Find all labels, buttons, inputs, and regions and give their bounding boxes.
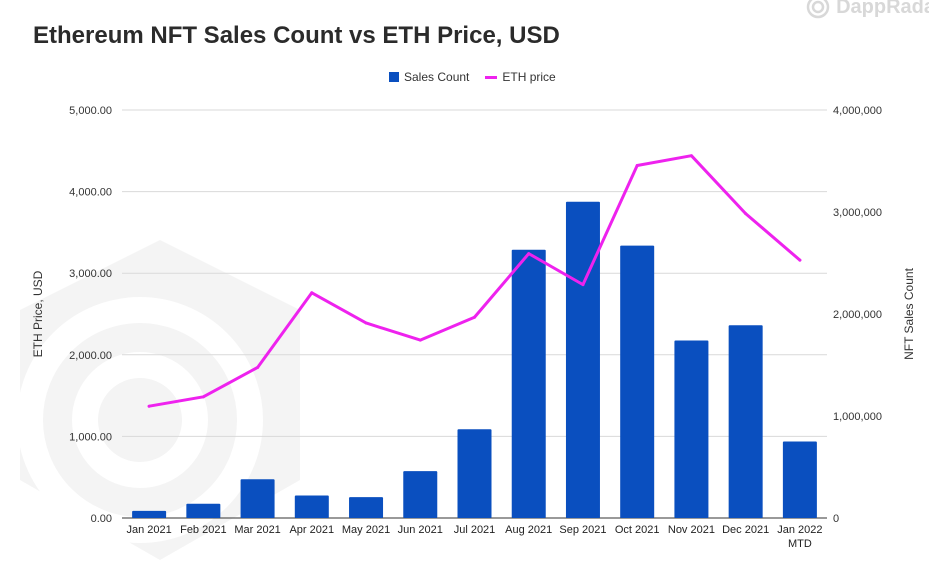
- x-tick-label: Feb 2021: [180, 524, 226, 536]
- eth-price-point-jun-2021: [418, 338, 422, 342]
- eth-price-point-jan-2021: [147, 404, 151, 408]
- right-tick-label: 3,000,000: [833, 207, 882, 219]
- eth-price-point-feb-2021: [201, 395, 205, 399]
- x-tick-label: MTD: [788, 538, 812, 550]
- bar-sep-2021: [565, 201, 600, 519]
- eth-price-point-dec-2021: [744, 212, 748, 216]
- x-tick-label: Sep 2021: [559, 524, 606, 536]
- legend-label-eth-price: ETH price: [502, 70, 556, 84]
- eth-price-point-nov-2021: [689, 154, 693, 158]
- right-tick-label: 2,000,000: [833, 309, 882, 321]
- bar-aug-2021: [511, 249, 546, 519]
- left-tick-label: 2,000.00: [69, 350, 112, 362]
- right-tick-label: 1,000,000: [833, 411, 882, 423]
- dappradar-logo-icon: [806, 0, 830, 19]
- left-tick-label: 5,000.00: [69, 105, 112, 117]
- left-tick-label: 3,000.00: [69, 268, 112, 280]
- left-tick-label: 4,000.00: [69, 187, 112, 199]
- eth-price-point-apr-2021: [310, 291, 314, 295]
- bar-apr-2021: [294, 495, 329, 518]
- eth-price-point-aug-2021: [527, 252, 531, 256]
- x-tick-label: Jul 2021: [454, 524, 496, 536]
- bar-mar-2021: [240, 479, 275, 518]
- eth-price-point-sep-2021: [581, 283, 585, 287]
- eth-price-point-oct-2021: [635, 163, 639, 167]
- bar-oct-2021: [620, 245, 655, 518]
- eth-price-point-mar-2021: [256, 365, 260, 369]
- right-tick-label: 4,000,000: [833, 105, 882, 117]
- chart-legend: Sales Count ETH price: [389, 70, 564, 84]
- x-tick-label: Mar 2021: [234, 524, 280, 536]
- eth-price-point-jul-2021: [473, 315, 476, 319]
- bar-jan-2021: [132, 510, 167, 518]
- left-tick-label: 0.00: [91, 513, 112, 525]
- bar-nov-2021: [674, 340, 709, 518]
- legend-swatch-eth-price: [485, 75, 498, 79]
- x-tick-label: Jun 2021: [398, 524, 443, 536]
- brand-name: DappRada: [836, 0, 929, 18]
- brand-logo: DappRada: [806, 0, 929, 19]
- bar-may-2021: [349, 497, 384, 518]
- bar-feb-2021: [186, 503, 221, 518]
- bar-jul-2021: [457, 429, 492, 518]
- x-tick-label: Aug 2021: [505, 524, 552, 536]
- legend-label-sales-count: Sales Count: [404, 70, 470, 84]
- x-tick-label: Jan 2021: [126, 524, 171, 536]
- x-tick-label: Dec 2021: [722, 524, 769, 536]
- eth-price-point-jan-2022-mtd: [798, 258, 802, 262]
- watermark-logo-icon: [17, 240, 300, 560]
- bar-dec-2021: [728, 325, 763, 518]
- eth-price-point-may-2021: [364, 321, 368, 325]
- left-axis-title: ETH Price, USD: [31, 270, 45, 357]
- x-tick-label: Apr 2021: [289, 524, 334, 536]
- bar-jun-2021: [403, 471, 438, 518]
- x-tick-label: May 2021: [342, 524, 390, 536]
- legend-item-sales-count: Sales Count: [389, 70, 469, 84]
- x-tick-label: Oct 2021: [615, 524, 660, 536]
- legend-item-eth-price: ETH price: [485, 70, 556, 84]
- legend-swatch-sales-count: [389, 72, 399, 82]
- left-tick-label: 1,000.00: [69, 431, 112, 443]
- x-tick-label: Jan 2022: [777, 524, 822, 536]
- bar-jan-2022-mtd: [782, 441, 817, 518]
- x-tick-label: Nov 2021: [668, 524, 715, 536]
- chart-title: Ethereum NFT Sales Count vs ETH Price, U…: [33, 22, 560, 49]
- right-tick-label: 0: [833, 513, 839, 525]
- right-axis-title: NFT Sales Count: [902, 267, 916, 359]
